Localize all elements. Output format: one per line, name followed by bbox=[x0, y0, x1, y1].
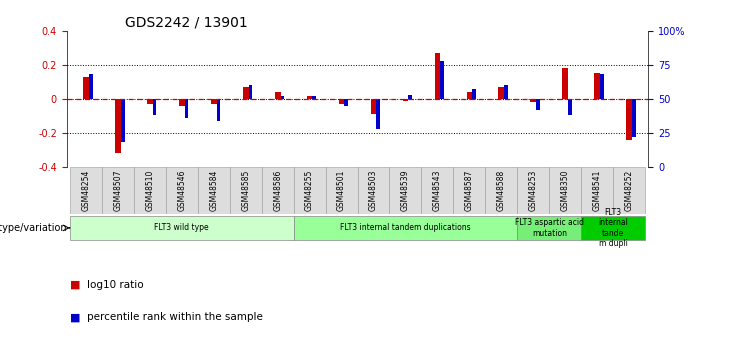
FancyBboxPatch shape bbox=[517, 216, 581, 240]
Text: GSM48503: GSM48503 bbox=[369, 170, 378, 211]
Text: FLT3
internal
tande
m dupli: FLT3 internal tande m dupli bbox=[598, 208, 628, 248]
Text: GSM48585: GSM48585 bbox=[241, 170, 250, 211]
Bar bbox=[504, 85, 508, 99]
Bar bbox=[376, 99, 380, 129]
Bar bbox=[185, 99, 188, 118]
Text: GSM48543: GSM48543 bbox=[433, 170, 442, 211]
Bar bbox=[345, 99, 348, 106]
Bar bbox=[594, 73, 600, 99]
Text: GSM48541: GSM48541 bbox=[593, 170, 602, 211]
Text: ■: ■ bbox=[70, 313, 84, 322]
Bar bbox=[402, 99, 408, 101]
Text: GSM48586: GSM48586 bbox=[273, 170, 282, 211]
Text: GSM48501: GSM48501 bbox=[337, 170, 346, 211]
FancyBboxPatch shape bbox=[581, 216, 645, 240]
FancyBboxPatch shape bbox=[166, 167, 198, 214]
Bar bbox=[434, 53, 440, 99]
FancyBboxPatch shape bbox=[198, 167, 230, 214]
FancyBboxPatch shape bbox=[70, 167, 102, 214]
Text: GSM48507: GSM48507 bbox=[113, 170, 122, 211]
Text: GSM48252: GSM48252 bbox=[625, 170, 634, 211]
Bar bbox=[275, 92, 281, 99]
FancyBboxPatch shape bbox=[102, 167, 134, 214]
Bar bbox=[568, 99, 572, 115]
Bar bbox=[536, 99, 540, 110]
Bar bbox=[147, 99, 153, 104]
FancyBboxPatch shape bbox=[422, 167, 453, 214]
Bar bbox=[313, 96, 316, 99]
Bar bbox=[600, 75, 604, 99]
Text: GDS2242 / 13901: GDS2242 / 13901 bbox=[124, 16, 247, 30]
Bar bbox=[216, 99, 220, 121]
Bar bbox=[243, 87, 248, 99]
Bar bbox=[467, 92, 472, 99]
Text: percentile rank within the sample: percentile rank within the sample bbox=[87, 313, 262, 322]
Bar bbox=[248, 85, 253, 99]
Bar bbox=[115, 99, 121, 153]
FancyBboxPatch shape bbox=[325, 167, 357, 214]
Text: GSM48587: GSM48587 bbox=[465, 170, 474, 211]
Bar bbox=[121, 99, 124, 142]
Bar bbox=[281, 96, 285, 99]
Text: ■: ■ bbox=[70, 280, 84, 289]
Bar bbox=[179, 99, 185, 106]
Bar bbox=[440, 61, 444, 99]
Bar bbox=[408, 95, 412, 99]
Bar bbox=[211, 99, 216, 104]
Bar bbox=[626, 99, 632, 140]
Text: FLT3 internal tandem duplications: FLT3 internal tandem duplications bbox=[340, 224, 471, 233]
Bar bbox=[562, 68, 568, 99]
Bar bbox=[370, 99, 376, 114]
FancyBboxPatch shape bbox=[357, 167, 390, 214]
Bar bbox=[531, 99, 536, 102]
Bar bbox=[499, 87, 504, 99]
FancyBboxPatch shape bbox=[134, 167, 166, 214]
FancyBboxPatch shape bbox=[614, 167, 645, 214]
FancyBboxPatch shape bbox=[293, 216, 517, 240]
Text: GSM48588: GSM48588 bbox=[497, 170, 506, 211]
Bar bbox=[472, 89, 476, 99]
FancyBboxPatch shape bbox=[390, 167, 422, 214]
FancyBboxPatch shape bbox=[485, 167, 517, 214]
FancyBboxPatch shape bbox=[230, 167, 262, 214]
Text: GSM48253: GSM48253 bbox=[529, 170, 538, 211]
Text: genotype/variation: genotype/variation bbox=[0, 223, 67, 233]
Bar bbox=[632, 99, 636, 137]
FancyBboxPatch shape bbox=[581, 167, 614, 214]
Text: FLT3 wild type: FLT3 wild type bbox=[154, 224, 209, 233]
Text: GSM48584: GSM48584 bbox=[209, 170, 218, 211]
Text: GSM48350: GSM48350 bbox=[561, 170, 570, 211]
Text: GSM48539: GSM48539 bbox=[401, 170, 410, 211]
Text: GSM48255: GSM48255 bbox=[305, 170, 314, 211]
Bar bbox=[307, 96, 313, 99]
FancyBboxPatch shape bbox=[517, 167, 549, 214]
Text: GSM48546: GSM48546 bbox=[177, 170, 186, 211]
Text: FLT3 aspartic acid
mutation: FLT3 aspartic acid mutation bbox=[515, 218, 584, 238]
Bar bbox=[339, 99, 345, 104]
FancyBboxPatch shape bbox=[70, 216, 293, 240]
Bar bbox=[153, 99, 156, 115]
FancyBboxPatch shape bbox=[549, 167, 581, 214]
Bar bbox=[83, 77, 89, 99]
Text: GSM48254: GSM48254 bbox=[82, 170, 90, 211]
Text: log10 ratio: log10 ratio bbox=[87, 280, 143, 289]
Bar bbox=[89, 75, 93, 99]
FancyBboxPatch shape bbox=[262, 167, 293, 214]
Text: GSM48510: GSM48510 bbox=[145, 170, 154, 211]
FancyBboxPatch shape bbox=[453, 167, 485, 214]
FancyBboxPatch shape bbox=[293, 167, 325, 214]
